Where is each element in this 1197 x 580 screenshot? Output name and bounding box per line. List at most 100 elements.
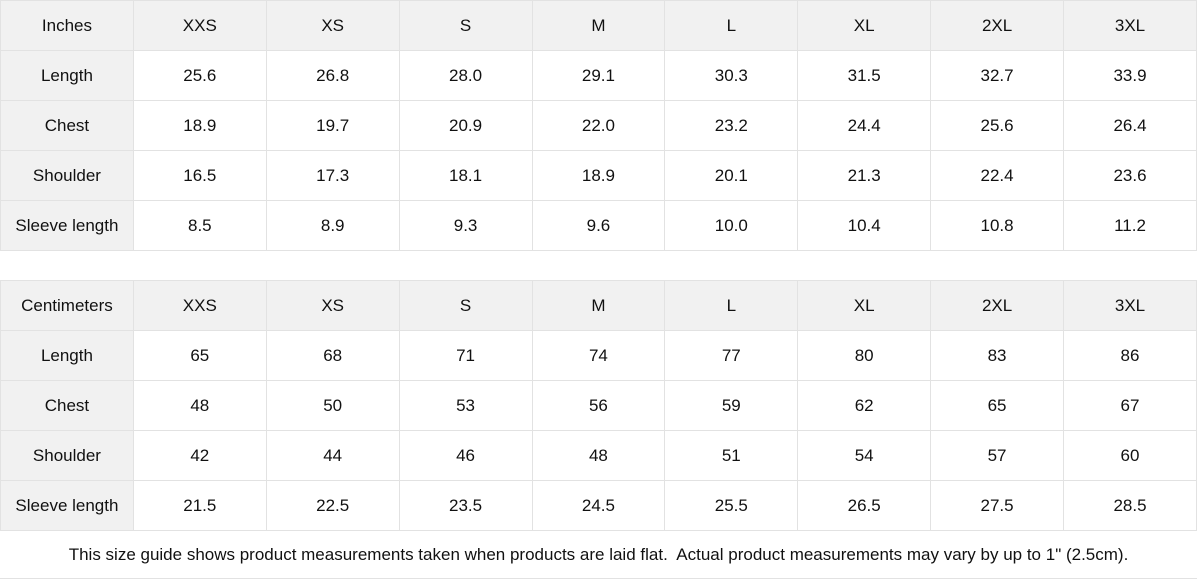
measurement-row: Shoulder 16.5 17.3 18.1 18.9 20.1 21.3 22.4 23.6 [0,150,1197,201]
size-header-cell: M [531,280,666,331]
measurement-value-cell: 23.6 [1063,150,1197,201]
row-label-cell: Length [0,50,134,101]
measurement-value-cell: 10.8 [930,200,1064,251]
measurement-value-cell: 77 [664,330,799,381]
measurement-value-cell: 10.0 [664,200,799,251]
measurement-value-cell: 20.9 [398,100,533,151]
measurement-value-cell: 86 [1063,330,1197,381]
measurement-row: Chest 48 50 53 56 59 62 65 67 [0,380,1197,431]
footer-note: This size guide shows product measuremen… [0,531,1197,579]
measurement-value-cell: 18.1 [398,150,533,201]
measurement-value-cell: 68 [265,330,400,381]
measurement-value-cell: 10.4 [797,200,932,251]
measurement-value-cell: 42 [132,430,267,481]
measurement-value-cell: 71 [398,330,533,381]
row-label-cell: Shoulder [0,150,134,201]
measurement-row: Shoulder 42 44 46 48 51 54 57 60 [0,430,1197,481]
measurement-value-cell: 32.7 [930,50,1064,101]
measurement-value-cell: 65 [132,330,267,381]
size-header-cell: XL [797,280,932,331]
measurement-row: Length 65 68 71 74 77 80 83 86 [0,330,1197,381]
measurement-value-cell: 18.9 [132,100,267,151]
measurement-value-cell: 8.9 [265,200,400,251]
measurement-value-cell: 59 [664,380,799,431]
measurement-value-cell: 17.3 [265,150,400,201]
size-header-cell: XXS [132,0,267,51]
measurement-value-cell: 28.0 [398,50,533,101]
size-header-cell: XS [265,280,400,331]
size-header-cell: L [664,280,799,331]
measurement-value-cell: 9.6 [531,200,666,251]
size-header-row: Inches XXS XS S M L XL 2XL 3XL [0,0,1197,51]
measurement-value-cell: 60 [1063,430,1197,481]
measurement-value-cell: 24.4 [797,100,932,151]
size-header-cell: 3XL [1063,280,1197,331]
measurement-value-cell: 62 [797,380,932,431]
measurement-value-cell: 22.0 [531,100,666,151]
measurement-value-cell: 22.5 [265,480,400,531]
measurement-value-cell: 80 [797,330,932,381]
measurement-value-cell: 26.5 [797,480,932,531]
size-header-cell: XXS [132,280,267,331]
size-header-cell: M [531,0,666,51]
measurement-value-cell: 48 [132,380,267,431]
size-header-cell: XL [797,0,932,51]
measurement-value-cell: 28.5 [1063,480,1197,531]
measurement-value-cell: 67 [1063,380,1197,431]
size-header-row: Centimeters XXS XS S M L XL 2XL 3XL [0,280,1197,331]
measurement-value-cell: 44 [265,430,400,481]
measurement-value-cell: 30.3 [664,50,799,101]
measurement-value-cell: 83 [930,330,1064,381]
measurement-value-cell: 22.4 [930,150,1064,201]
row-label-cell: Length [0,330,134,381]
measurement-row: Chest 18.9 19.7 20.9 22.0 23.2 24.4 25.6 26.4 [0,100,1197,151]
measurement-value-cell: 24.5 [531,480,666,531]
measurement-value-cell: 16.5 [132,150,267,201]
measurement-value-cell: 11.2 [1063,200,1197,251]
measurement-value-cell: 57 [930,430,1064,481]
measurement-value-cell: 8.5 [132,200,267,251]
measurement-value-cell: 48 [531,430,666,481]
measurement-value-cell: 56 [531,380,666,431]
measurement-value-cell: 54 [797,430,932,481]
measurement-value-cell: 31.5 [797,50,932,101]
measurement-value-cell: 51 [664,430,799,481]
measurement-value-cell: 20.1 [664,150,799,201]
measurement-value-cell: 21.3 [797,150,932,201]
measurement-value-cell: 50 [265,380,400,431]
size-header-cell: 2XL [930,280,1064,331]
measurement-value-cell: 25.5 [664,480,799,531]
size-header-cell: S [398,0,533,51]
measurement-value-cell: 65 [930,380,1064,431]
measurement-value-cell: 19.7 [265,100,400,151]
size-header-cell: XS [265,0,400,51]
measurement-value-cell: 9.3 [398,200,533,251]
measurement-row: Sleeve length 8.5 8.9 9.3 9.6 10.0 10.4 10.8 11.… [0,200,1197,251]
row-label-cell: Sleeve length [0,480,134,531]
row-label-cell: Sleeve length [0,200,134,251]
inches-size-table: Inches XXS XS S M L XL 2XL 3XL Length 25.6 26.8 28.0… [0,0,1197,251]
measurement-value-cell: 46 [398,430,533,481]
centimeters-size-table: Centimeters XXS XS S M L XL 2XL 3XL Length 65 68 71 7… [0,280,1197,531]
measurement-value-cell: 29.1 [531,50,666,101]
size-header-cell: 2XL [930,0,1064,51]
size-header-cell: S [398,280,533,331]
size-header-cell: L [664,0,799,51]
measurement-value-cell: 25.6 [132,50,267,101]
measurement-row: Sleeve length 21.5 22.5 23.5 24.5 25.5 26.5 27.… [0,480,1197,531]
table-gap [0,251,1197,280]
measurement-value-cell: 23.5 [398,480,533,531]
measurement-value-cell: 53 [398,380,533,431]
measurement-value-cell: 21.5 [132,480,267,531]
row-label-cell: Chest [0,380,134,431]
size-header-cell: 3XL [1063,0,1197,51]
measurement-value-cell: 27.5 [930,480,1064,531]
measurement-row: Length 25.6 26.8 28.0 29.1 30.3 31.5 32.7 33.9 [0,50,1197,101]
footer-note-text: This size guide shows product measuremen… [68,544,1129,564]
unit-label-cell: Inches [0,0,134,51]
measurement-value-cell: 26.4 [1063,100,1197,151]
measurement-value-cell: 25.6 [930,100,1064,151]
measurement-value-cell: 18.9 [531,150,666,201]
row-label-cell: Shoulder [0,430,134,481]
